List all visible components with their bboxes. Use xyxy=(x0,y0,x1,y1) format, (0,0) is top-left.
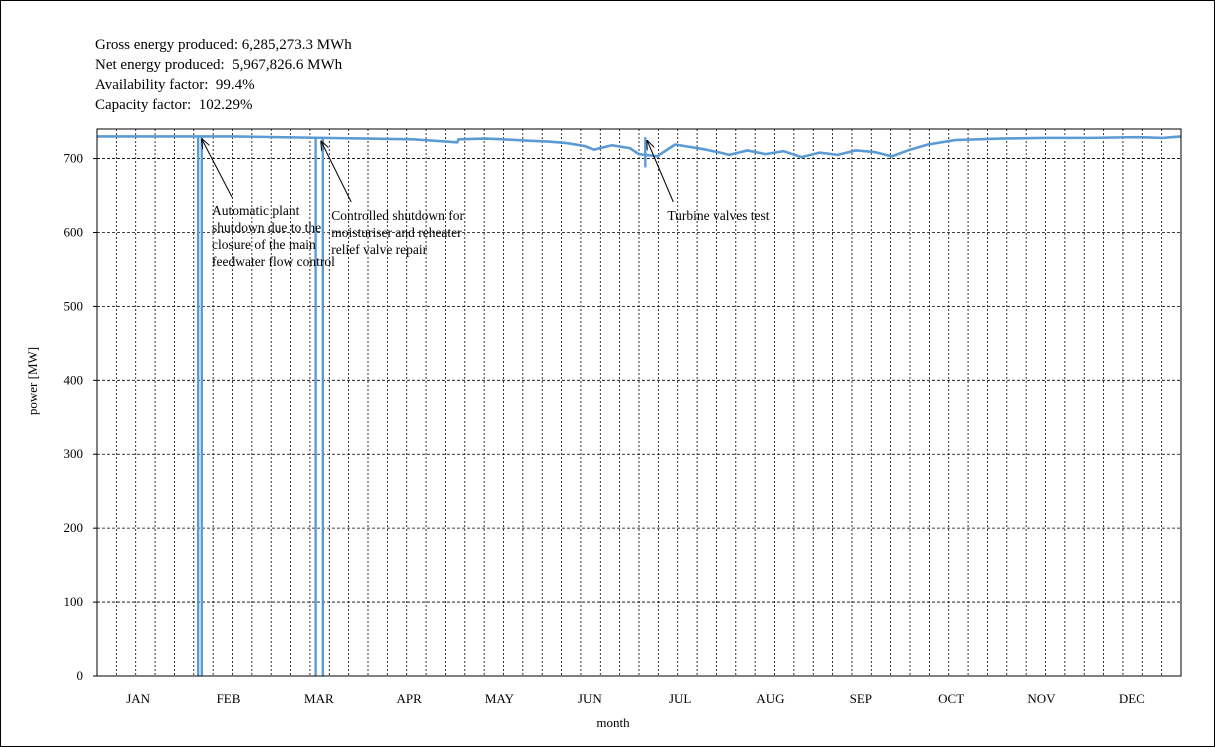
x-tick-label: MAR xyxy=(304,691,334,706)
x-tick-label: DEC xyxy=(1119,691,1145,706)
capacity-factor-text: Capacity factor: 102.29% xyxy=(95,97,253,113)
x-tick-label: AUG xyxy=(756,691,784,706)
y-tick-label: 0 xyxy=(77,668,84,683)
grid-lines xyxy=(97,129,1181,676)
energy-stats: Gross energy produced: 6,285,273.3 MWh N… xyxy=(95,35,352,115)
x-tick-label: JUL xyxy=(669,691,691,706)
x-axis-label: month xyxy=(596,715,630,730)
annotation-arrow xyxy=(202,139,233,198)
y-axis-label: power [MW] xyxy=(25,347,40,415)
x-tick-label: APR xyxy=(397,691,423,706)
y-tick-label: 700 xyxy=(64,151,84,166)
x-tick-label: MAY xyxy=(485,691,515,706)
x-tick-label: OCT xyxy=(938,691,964,706)
annotation-text: shutdown due to the xyxy=(212,220,321,235)
annotation-text: Turbine valves test xyxy=(667,208,769,223)
y-tick-label: 300 xyxy=(64,446,84,461)
series-layer xyxy=(97,135,1182,676)
annotation-text: closure of the main xyxy=(212,237,316,252)
annotation-text: Controlled shutdown for xyxy=(331,208,464,223)
annotation-text: relief valve repair xyxy=(331,242,427,257)
x-tick-label: JUN xyxy=(578,691,602,706)
y-tick-label: 400 xyxy=(64,372,84,387)
annotation-text: Automatic plant xyxy=(212,203,300,218)
annotation-arrow xyxy=(321,142,352,203)
y-tick-label: 100 xyxy=(64,594,84,609)
x-tick-label: FEB xyxy=(217,691,241,706)
annotation-arrow xyxy=(647,141,674,203)
net-energy-text: Net energy produced: 5,967,826.6 MWh xyxy=(95,57,343,73)
x-tick-label: JAN xyxy=(126,691,150,706)
x-tick-label: SEP xyxy=(850,691,872,706)
annotation-layer: Automatic plant shutdown due to the closur… xyxy=(202,139,770,269)
power-series-line xyxy=(97,135,1182,159)
annotation-text: moisturiser and reheater xyxy=(331,225,462,240)
y-tick-label: 600 xyxy=(64,224,84,239)
gross-energy-text: Gross energy produced: 6,285,273.3 MWh xyxy=(95,37,352,53)
y-tick-label: 200 xyxy=(64,520,84,535)
availability-factor-text: Availability factor: 99.4% xyxy=(95,77,255,93)
annotation-text: feedwater flow control xyxy=(212,254,335,269)
x-tick-label: NOV xyxy=(1027,691,1056,706)
y-tick-label: 500 xyxy=(64,298,84,313)
axis-layer: 0 100 200 300 400 500 600 700 JAN FEB MAR APR MAY JUN… xyxy=(64,128,1182,706)
plot-area-border xyxy=(96,128,1182,677)
